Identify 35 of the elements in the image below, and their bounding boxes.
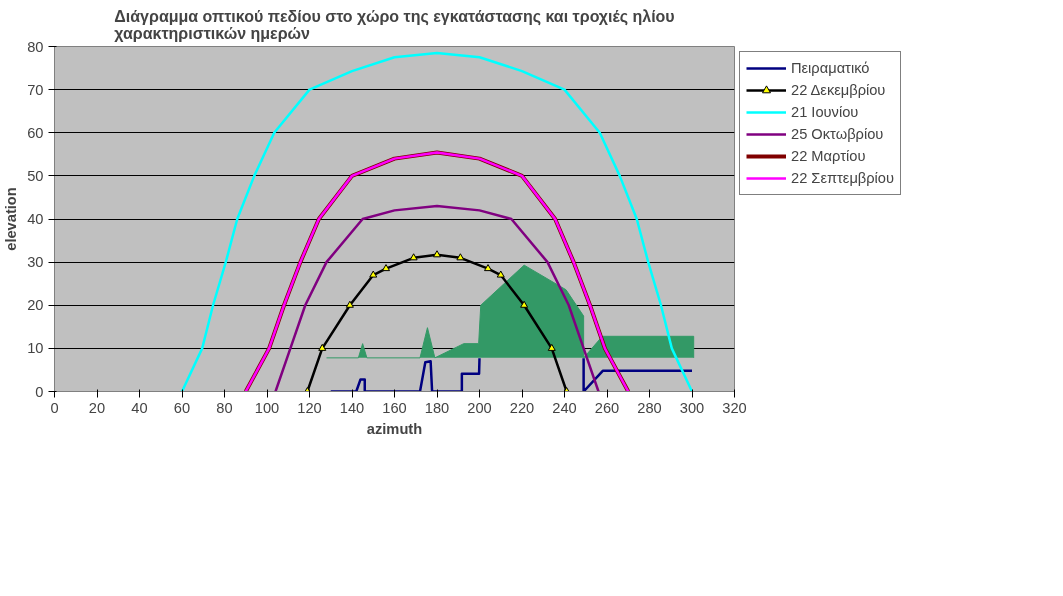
x-tick-label: 40 xyxy=(131,399,148,416)
legend-label: 22 Δεκεμβρίου xyxy=(791,82,886,98)
x-tick-label: 280 xyxy=(637,399,662,416)
x-tick-label: 300 xyxy=(679,399,705,416)
y-tick-label: 40 xyxy=(27,211,44,227)
x-axis-title: azimuth xyxy=(366,420,423,437)
x-tick-label: 120 xyxy=(297,399,322,416)
x-tick-label: 260 xyxy=(594,399,620,416)
legend-label: 21 Ιουνίου xyxy=(791,104,859,120)
x-tick-label: 20 xyxy=(88,399,106,416)
chart-title: Διάγραμμα οπτικού πεδίου στο χώρο της εγκατάστασης και τροχιές ηλίου χαρακτηριστικών ημερών xyxy=(114,7,675,42)
x-tick-label: 0 xyxy=(50,399,59,416)
x-tick-label: 100 xyxy=(254,399,280,416)
x-tick-label: 140 xyxy=(339,399,365,416)
y-tick-label: 60 xyxy=(27,124,44,141)
y-tick-label: 30 xyxy=(27,254,44,271)
legend-label: Πειραματικό xyxy=(791,60,870,76)
x-tick-label: 240 xyxy=(552,399,577,416)
y-tick-label: 20 xyxy=(27,297,44,314)
x-tick-label: 80 xyxy=(216,399,233,416)
legend-label: 22 Μαρτίου xyxy=(791,148,866,164)
y-tick-label: 0 xyxy=(35,383,44,400)
y-tick-label: 50 xyxy=(27,167,44,184)
y-axis-title: elevation xyxy=(3,187,20,251)
y-tick-label: 80 xyxy=(27,38,44,55)
legend-label: 25 Οκτωβρίου xyxy=(791,126,884,142)
legend-label: 22 Σεπτεμβρίου xyxy=(791,170,895,186)
y-tick-label: 10 xyxy=(27,340,44,357)
x-tick-label: 60 xyxy=(173,399,191,416)
x-tick-label: 160 xyxy=(382,399,407,416)
x-tick-label: 180 xyxy=(424,399,450,416)
x-tick-label: 220 xyxy=(509,399,535,416)
y-tick-label: 70 xyxy=(27,81,44,98)
x-tick-label: 200 xyxy=(467,399,492,416)
x-tick-label: 320 xyxy=(722,399,747,416)
